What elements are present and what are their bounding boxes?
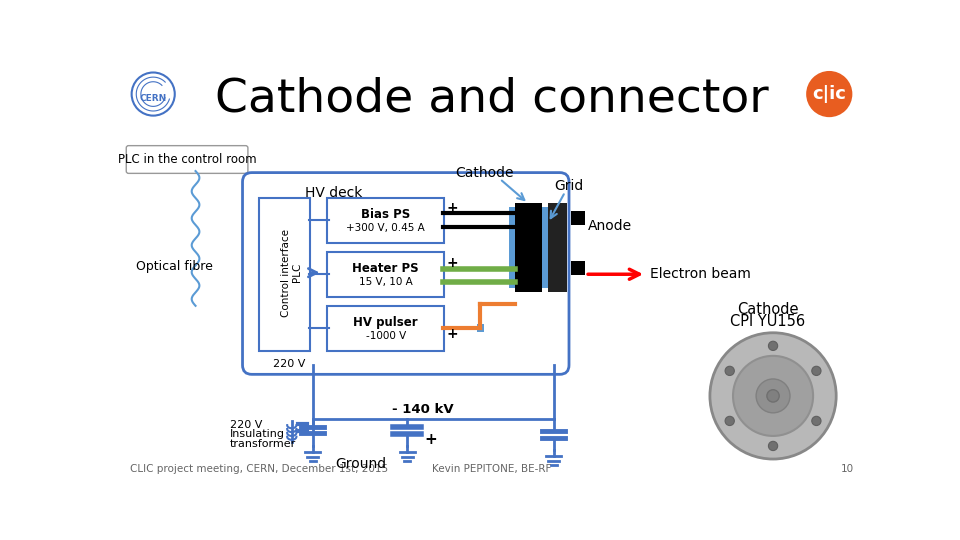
Text: +: +: [446, 327, 458, 341]
Bar: [509, 207, 516, 288]
Bar: [548, 204, 567, 292]
Bar: [516, 204, 542, 292]
Text: c|ic: c|ic: [812, 85, 846, 103]
Text: HV deck: HV deck: [305, 186, 362, 200]
FancyBboxPatch shape: [259, 198, 310, 351]
Text: +: +: [424, 433, 437, 447]
Text: transformer: transformer: [230, 438, 297, 449]
Bar: [476, 325, 484, 332]
Text: PLC in the control room: PLC in the control room: [118, 153, 256, 166]
Text: 220 V: 220 V: [230, 420, 263, 430]
Circle shape: [806, 71, 852, 117]
Circle shape: [709, 333, 836, 459]
Circle shape: [767, 390, 780, 402]
Circle shape: [725, 366, 734, 375]
Text: Bias PS: Bias PS: [361, 208, 410, 221]
Text: Ground: Ground: [336, 457, 387, 471]
Text: Heater PS: Heater PS: [352, 262, 420, 275]
Text: - 140 kV: - 140 kV: [392, 403, 453, 416]
Text: Control interface: Control interface: [280, 229, 291, 316]
Circle shape: [733, 356, 813, 436]
Text: 15 V, 10 A: 15 V, 10 A: [359, 277, 413, 287]
Text: CERN: CERN: [139, 94, 167, 103]
Text: HV pulser: HV pulser: [353, 316, 418, 329]
Text: 220 V: 220 V: [274, 359, 305, 369]
Circle shape: [756, 379, 790, 413]
FancyBboxPatch shape: [327, 252, 444, 298]
Text: +: +: [446, 256, 458, 269]
Text: Grid: Grid: [554, 179, 584, 193]
Text: CLIC project meeting, CERN, December 1st, 2015: CLIC project meeting, CERN, December 1st…: [131, 464, 388, 475]
Text: -1000 V: -1000 V: [366, 331, 406, 341]
Text: Kevin PEPITONE, BE-RF: Kevin PEPITONE, BE-RF: [432, 464, 552, 475]
Text: +300 V, 0.45 A: +300 V, 0.45 A: [347, 223, 425, 233]
Text: 10: 10: [841, 464, 853, 475]
Bar: [571, 261, 586, 275]
Text: +: +: [446, 201, 458, 215]
Text: CPI YU156: CPI YU156: [731, 314, 805, 329]
Text: PLC: PLC: [292, 263, 302, 282]
Text: Cathode and connector: Cathode and connector: [215, 77, 769, 122]
Text: Cathode: Cathode: [455, 166, 514, 180]
Circle shape: [812, 416, 821, 426]
Text: Cathode: Cathode: [737, 302, 799, 317]
FancyBboxPatch shape: [243, 173, 569, 374]
Circle shape: [725, 416, 734, 426]
FancyBboxPatch shape: [327, 306, 444, 351]
Text: Electron beam: Electron beam: [650, 267, 751, 281]
Text: Anode: Anode: [588, 219, 633, 233]
Circle shape: [768, 341, 778, 350]
Text: Optical fibre: Optical fibre: [136, 260, 213, 273]
Text: Insulating: Insulating: [230, 429, 285, 440]
Bar: [542, 207, 548, 288]
Circle shape: [812, 366, 821, 375]
FancyBboxPatch shape: [127, 146, 248, 173]
Circle shape: [768, 441, 778, 450]
FancyBboxPatch shape: [327, 198, 444, 244]
Bar: [571, 211, 586, 225]
